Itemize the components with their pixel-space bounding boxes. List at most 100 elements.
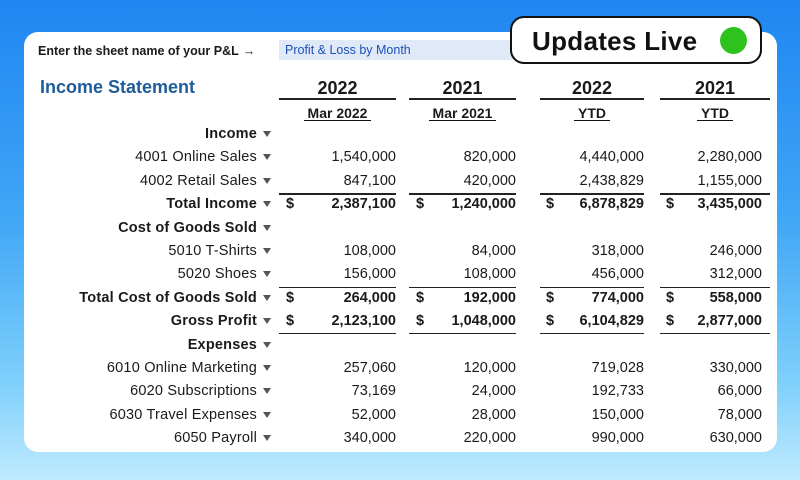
total-divider-line <box>409 332 516 335</box>
row-label: Income <box>205 126 257 142</box>
value-cell: 220,000 <box>416 430 516 450</box>
row-label: 6030 Travel Expenses <box>109 406 257 423</box>
cell-value: 774,000 <box>591 289 644 306</box>
value-cell: 73,169 <box>286 383 396 403</box>
cell-value: 719,028 <box>591 360 644 376</box>
column-year-header: 2022 <box>317 78 358 98</box>
value-cell: $2,387,100 <box>286 196 396 216</box>
cell-value: 2,387,100 <box>331 196 396 213</box>
value-cell: $1,048,000 <box>416 313 516 333</box>
dropdown-chevron-icon[interactable] <box>263 131 271 137</box>
dropdown-chevron-icon[interactable] <box>263 154 271 161</box>
column-year-header: 2022 <box>571 78 613 98</box>
dropdown-chevron-icon[interactable] <box>263 201 271 208</box>
row-label: Total Income <box>166 196 257 213</box>
currency-symbol: $ <box>666 313 675 330</box>
row-label: Total Cost of Goods Sold <box>79 289 257 306</box>
value-cell: $558,000 <box>666 290 762 310</box>
table-row: Income <box>24 124 777 147</box>
cell-value: 340,000 <box>343 430 396 447</box>
row-label: 4001 Online Sales <box>135 149 257 166</box>
cell-value: 6,104,829 <box>579 313 644 330</box>
column-year-header: 2021 <box>442 78 483 98</box>
cell-value: 312,000 <box>709 266 762 283</box>
value-cell: 1,155,000 <box>666 173 762 193</box>
currency-symbol: $ <box>546 289 555 306</box>
value-cell: 66,000 <box>666 383 762 403</box>
currency-symbol: $ <box>666 289 675 306</box>
value-cell: $264,000 <box>286 290 396 310</box>
column-header-divider <box>409 98 516 100</box>
row-label: 6010 Online Marketing <box>106 360 257 376</box>
value-cell: 318,000 <box>546 243 644 263</box>
value-cell <box>546 220 644 240</box>
table-row: 6010 Online Marketing 257,060 120,000 719,0… <box>24 358 777 381</box>
row-label: 5010 T-Shirts <box>168 243 257 259</box>
cell-value: 1,540,000 <box>331 149 396 166</box>
cell-value: 330,000 <box>709 360 762 376</box>
dropdown-chevron-icon[interactable] <box>263 411 271 418</box>
cell-value: 1,240,000 <box>451 196 516 213</box>
dropdown-chevron-icon[interactable] <box>263 248 271 254</box>
column-period-label: YTD <box>697 106 733 121</box>
column-period-header: YTD <box>540 105 644 121</box>
value-cell <box>416 337 516 357</box>
cell-value: 456,000 <box>591 266 644 283</box>
dropdown-chevron-icon[interactable] <box>263 294 271 301</box>
dropdown-chevron-icon[interactable] <box>263 365 271 371</box>
dropdown-chevron-icon[interactable] <box>263 388 271 395</box>
column-period-label: Mar 2022 <box>303 106 372 121</box>
value-cell <box>666 220 762 240</box>
income-statement-sheet: Enter the sheet name of your P&L → Incom… <box>24 32 777 452</box>
column-period-label: Mar 2021 <box>428 106 497 121</box>
value-cell: 28,000 <box>416 407 516 427</box>
value-cell <box>416 126 516 146</box>
cell-value: 108,000 <box>343 243 396 259</box>
cell-value: 6,878,829 <box>579 196 644 213</box>
cell-value: 52,000 <box>351 406 396 423</box>
cell-value: 820,000 <box>463 149 516 166</box>
badge-text: Updates Live <box>532 26 698 56</box>
value-cell: 719,028 <box>546 360 644 380</box>
value-cell: 78,000 <box>666 407 762 427</box>
value-cell: 150,000 <box>546 407 644 427</box>
cell-value: 28,000 <box>471 406 516 423</box>
dropdown-chevron-icon[interactable] <box>263 177 271 184</box>
value-cell <box>286 337 396 357</box>
dropdown-chevron-icon[interactable] <box>263 318 271 325</box>
dropdown-chevron-icon[interactable] <box>263 224 271 231</box>
table-row: Total Income $2,387,100 $1,240,000 $6,878,8… <box>24 194 777 217</box>
value-cell: $6,878,829 <box>546 196 644 216</box>
row-label: 4002 Retail Sales <box>139 172 257 189</box>
table-row: 6030 Travel Expenses 52,000 28,000 150,000 7… <box>24 405 777 428</box>
dropdown-chevron-icon[interactable] <box>263 435 271 442</box>
dropdown-chevron-icon[interactable] <box>263 341 271 348</box>
total-divider-line <box>279 286 396 289</box>
value-cell: 312,000 <box>666 266 762 286</box>
cell-value: 630,000 <box>709 430 762 447</box>
column-year-header: 2021 <box>694 78 736 98</box>
value-cell: $2,877,000 <box>666 313 762 333</box>
updates-live-badge: Updates Live <box>510 16 762 64</box>
table-row: 5020 Shoes 156,000 108,000 456,000 312,000 <box>24 264 777 287</box>
sheet-name-input[interactable] <box>279 40 529 60</box>
currency-symbol: $ <box>286 313 295 330</box>
value-cell: 2,438,829 <box>546 173 644 193</box>
total-divider-line <box>660 332 770 335</box>
cell-value: 84,000 <box>471 243 516 259</box>
live-status-dot-icon <box>720 27 747 54</box>
value-cell: 330,000 <box>666 360 762 380</box>
table-row: 5010 T-Shirts 108,000 84,000 318,000 246,000 <box>24 241 777 264</box>
cell-value: 318,000 <box>591 243 644 259</box>
value-cell: 630,000 <box>666 430 762 450</box>
dropdown-chevron-icon[interactable] <box>263 271 271 278</box>
cell-value: 2,877,000 <box>697 313 762 330</box>
cell-value: 2,438,829 <box>579 172 644 189</box>
table-row: Expenses <box>24 335 777 358</box>
value-cell: 246,000 <box>666 243 762 263</box>
cell-value: 3,435,000 <box>697 196 762 213</box>
cell-value: 257,060 <box>343 360 396 376</box>
page-title: Income Statement <box>40 77 196 97</box>
total-divider-line <box>540 193 644 195</box>
value-cell <box>666 337 762 357</box>
